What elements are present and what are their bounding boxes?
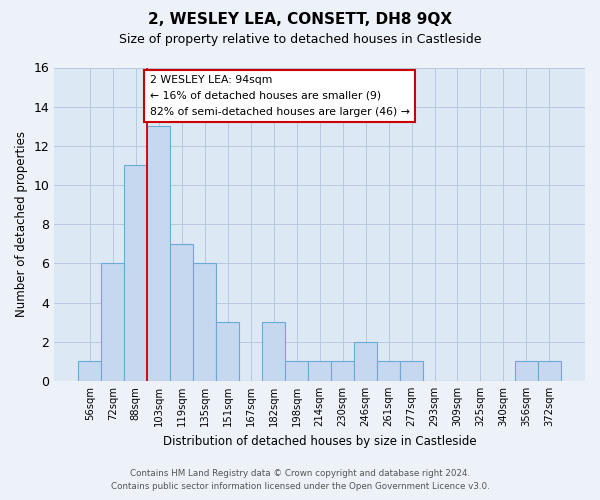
Bar (148, 126, 170, 381)
Bar (124, 166, 148, 381)
Bar (515, 362, 538, 381)
Bar (170, 244, 193, 381)
Bar (354, 342, 377, 381)
Bar (285, 362, 308, 381)
X-axis label: Distribution of detached houses by size in Castleside: Distribution of detached houses by size … (163, 434, 476, 448)
Bar (331, 362, 354, 381)
Text: 2 WESLEY LEA: 94sqm
← 16% of detached houses are smaller (9)
82% of semi-detache: 2 WESLEY LEA: 94sqm ← 16% of detached ho… (149, 76, 410, 116)
Text: Contains HM Land Registry data © Crown copyright and database right 2024.
Contai: Contains HM Land Registry data © Crown c… (110, 469, 490, 491)
Text: 2, WESLEY LEA, CONSETT, DH8 9QX: 2, WESLEY LEA, CONSETT, DH8 9QX (148, 12, 452, 28)
Bar (377, 362, 400, 381)
Bar (538, 362, 561, 381)
Bar (308, 362, 331, 381)
Text: Size of property relative to detached houses in Castleside: Size of property relative to detached ho… (119, 32, 481, 46)
Bar (193, 264, 216, 381)
Y-axis label: Number of detached properties: Number of detached properties (15, 131, 28, 317)
Bar (79, 362, 101, 381)
Bar (262, 322, 285, 381)
Bar (216, 322, 239, 381)
Bar (101, 264, 124, 381)
Bar (400, 362, 423, 381)
